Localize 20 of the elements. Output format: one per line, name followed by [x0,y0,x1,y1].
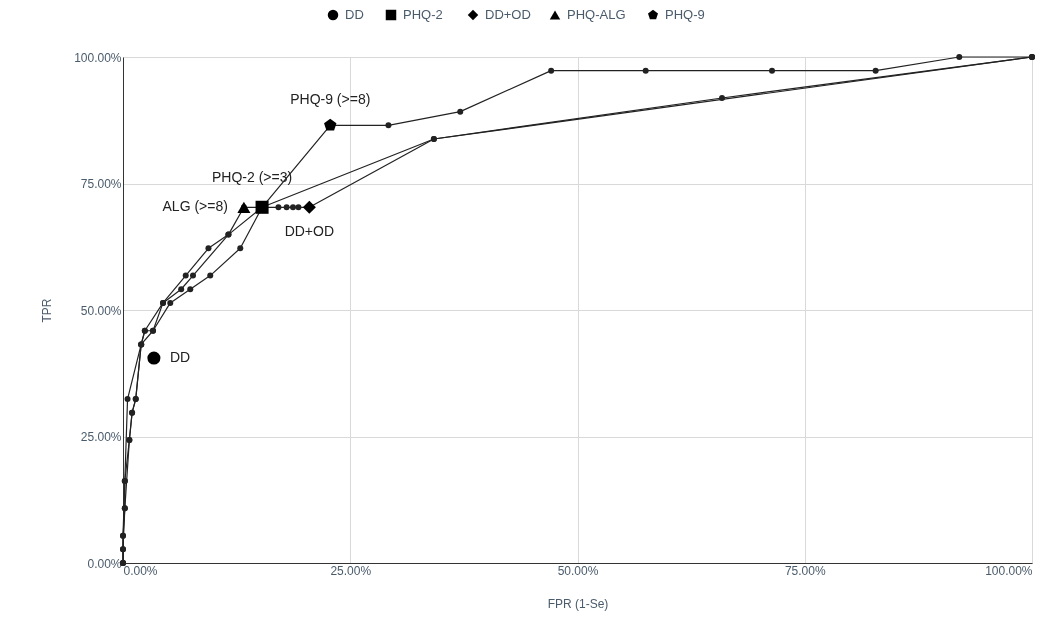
x-tick-label: 25.00% [330,563,372,578]
x-tick-label: 0.00% [123,563,158,578]
x-axis-title: FPR (1-Se) [547,596,609,611]
x-tick-label: 100.00% [985,563,1033,578]
legend-label: PHQ-9 [665,7,705,22]
legend-label: PHQ-2 [403,7,443,22]
y-tick-label: 50.00% [80,303,122,318]
legend-label: PHQ-ALG [567,7,626,22]
annotation: DD+OD [284,223,335,240]
y-tick-label: 75.00% [80,177,122,191]
y-axis-title: TPR [40,298,55,323]
legend-label: DD+OD [485,7,531,22]
y-tick-label: 25.00% [80,430,122,444]
legend-label: DD [345,7,364,22]
annotation: ALG (>=8) [162,198,228,215]
x-tick-label: 50.00% [557,563,599,578]
annotation: PHQ-9 (>=8) [290,91,371,108]
y-tick-label: 100.00% [74,50,122,65]
annotation: DD [169,349,191,366]
x-tick-label: 75.00% [784,563,826,578]
